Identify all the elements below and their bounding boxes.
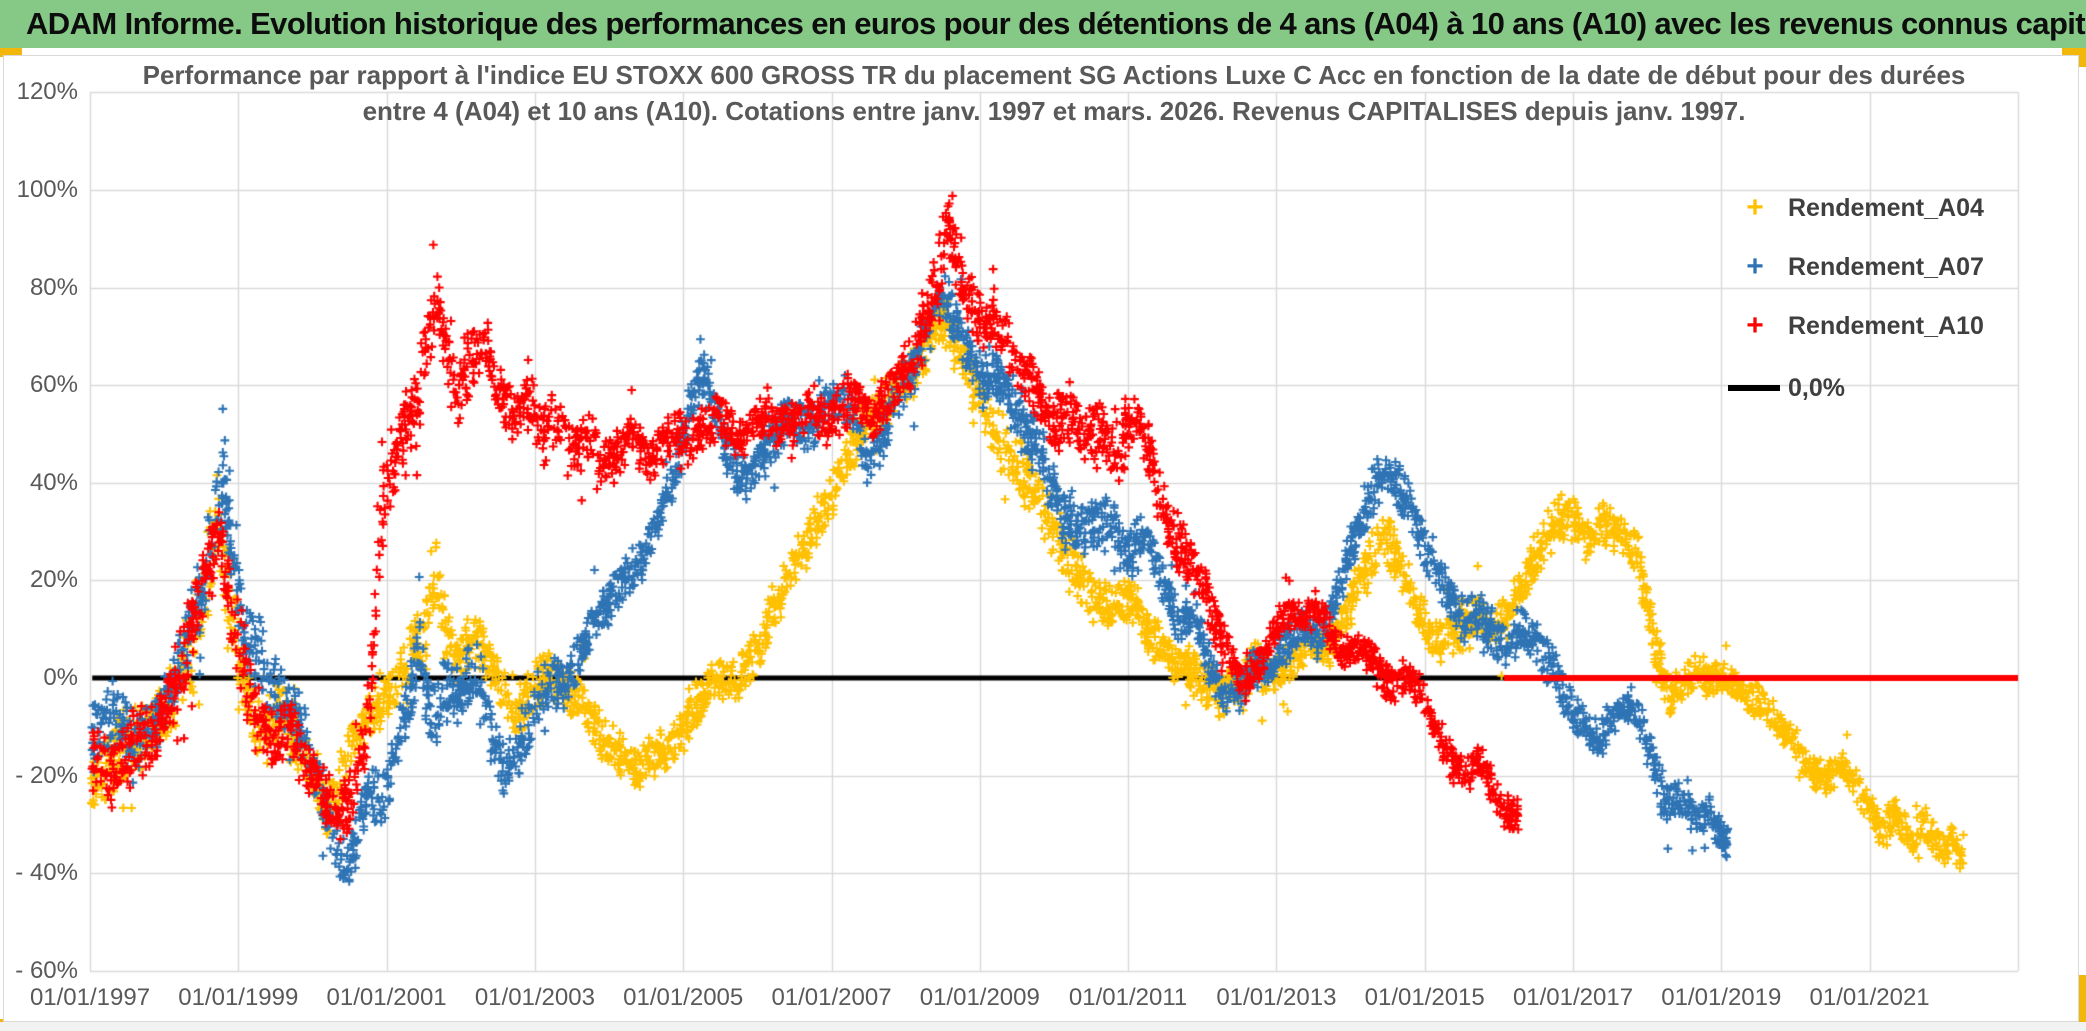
x-tick-label: 01/01/1999: [178, 984, 299, 1011]
x-tick-label: 01/01/1997: [29, 984, 151, 1011]
y-tick-label: 80%: [29, 273, 78, 301]
legend-item-rendement-a04: + Rendement_A04: [1722, 178, 1984, 238]
legend-item-rendement-a10: + Rendement_A10: [1722, 296, 1984, 356]
y-tick-label: 120%: [16, 78, 78, 106]
chart-title-line2: entre 4 (A04) et 10 ans (A10). Cotations…: [362, 96, 1746, 126]
y-tick-label: - 60%: [15, 956, 78, 984]
legend-label: Rendement_A07: [1788, 252, 1984, 281]
plus-marker-icon: +: [1746, 191, 1764, 224]
x-tick-label: 01/01/2013: [1216, 984, 1337, 1011]
legend-label: Rendement_A10: [1788, 311, 1984, 340]
x-tick-label: 01/01/2017: [1512, 984, 1634, 1011]
y-tick-label: - 20%: [15, 761, 78, 789]
x-tick-label: 01/01/2001: [326, 984, 447, 1011]
chart-title-line1: Performance par rapport à l'indice EU ST…: [142, 60, 1966, 90]
y-tick-label: 60%: [29, 371, 78, 399]
plus-marker-icon: +: [1746, 309, 1764, 342]
legend-label: 0,0%: [1788, 373, 1845, 402]
y-tick-label: 100%: [16, 176, 78, 203]
y-tick-label: 40%: [29, 468, 78, 496]
y-tick-label: - 40%: [15, 859, 78, 887]
x-tick-label: 01/01/2015: [1364, 984, 1485, 1011]
x-tick-label: 01/01/2009: [919, 984, 1040, 1011]
x-tick-label: 01/01/2019: [1661, 984, 1782, 1011]
legend-label: Rendement_A04: [1788, 193, 1984, 222]
y-tick-label: 0%: [43, 664, 78, 691]
x-tick-label: 01/01/2003: [474, 984, 595, 1011]
x-tick-label: 01/01/2021: [1809, 984, 1930, 1011]
zero-line-swatch-icon: [1728, 385, 1780, 391]
y-tick-label: 20%: [29, 566, 78, 594]
legend-item-zero-line: 0,0%: [1722, 358, 1845, 418]
plus-marker-icon: +: [1746, 250, 1764, 283]
legend-item-rendement-a07: + Rendement_A07: [1722, 237, 1984, 297]
x-tick-label: 01/01/2005: [623, 984, 744, 1011]
x-tick-label: 01/01/2011: [1068, 984, 1188, 1011]
x-tick-label: 01/01/2007: [771, 984, 892, 1011]
